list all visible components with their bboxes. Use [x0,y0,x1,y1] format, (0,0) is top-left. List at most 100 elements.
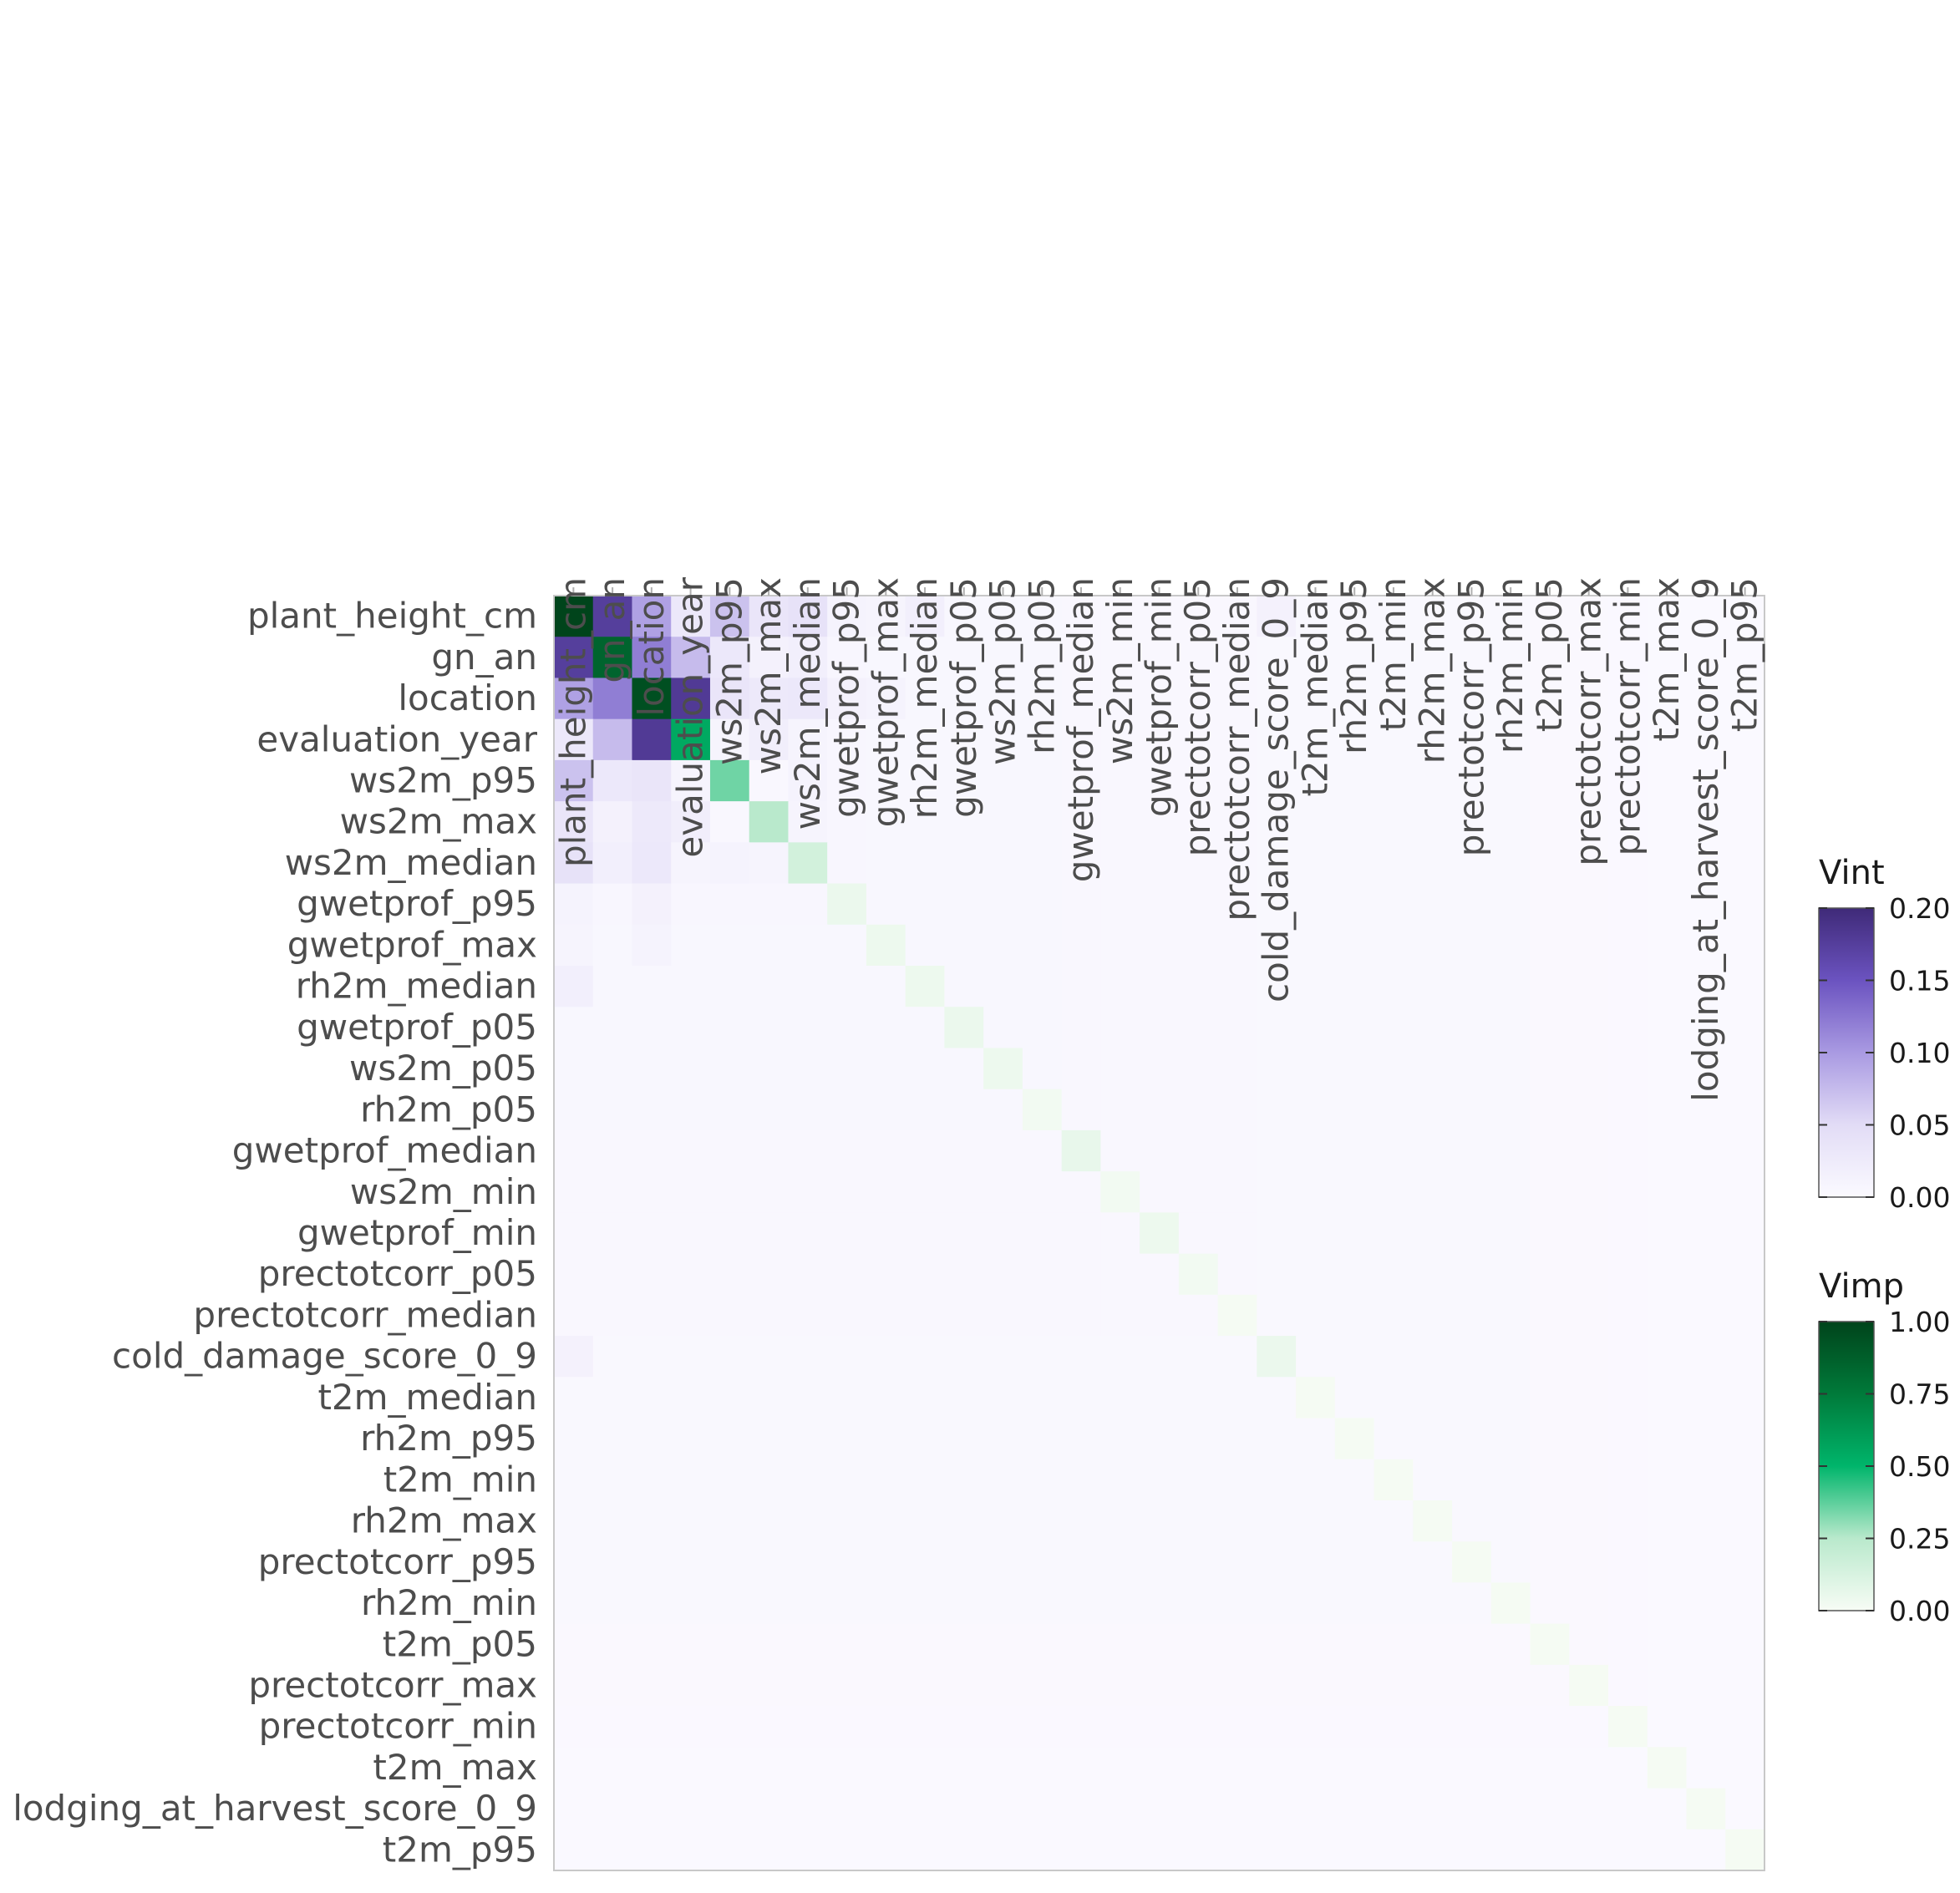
heatmap-cell [1569,637,1609,679]
x-tick-label: plant_height_cm [552,577,593,867]
x-tick-label: prectotcorr_p05 [1177,577,1218,856]
heatmap-cell [671,1294,711,1337]
heatmap-cell [632,1129,672,1172]
heatmap-cell [1490,966,1531,1007]
heatmap-cell [709,801,750,843]
heatmap-cell [1022,1129,1063,1172]
heatmap-cell [1061,1541,1101,1584]
heatmap-cell [671,637,711,679]
heatmap-cell [788,1294,828,1337]
heatmap-cell [592,1459,633,1501]
heatmap-cell [1334,1377,1375,1419]
heatmap-cell [1022,1664,1063,1707]
heatmap-cell [788,1007,828,1049]
heatmap-cell [1490,1747,1531,1789]
heatmap-cell [1022,759,1063,802]
heatmap-cell [827,1459,867,1501]
heatmap-cell [1061,842,1101,885]
heatmap-cell [1178,1582,1219,1625]
heatmap-cell [1257,1171,1297,1213]
heatmap-cell [1334,759,1375,802]
heatmap-cell [709,1541,750,1584]
heatmap-cell [1100,1129,1140,1172]
heatmap-cell [1490,678,1531,720]
heatmap-cell [866,1706,906,1748]
heatmap-cell [1217,1500,1257,1542]
heatmap-cell [1296,1171,1336,1213]
heatmap-cell [1530,883,1570,926]
heatmap-cell [1178,1048,1219,1090]
heatmap-cell [1217,637,1257,679]
heatmap-cell [788,1829,828,1871]
heatmap-cell [554,1418,594,1460]
heatmap-cell [671,596,711,637]
heatmap-cell [1608,1500,1648,1542]
heatmap-cell [1061,1129,1101,1172]
heatmap-cell [1725,1048,1765,1090]
heatmap-cell [1647,842,1688,885]
heatmap-cell [1413,596,1453,637]
heatmap-cell [1608,801,1648,843]
heatmap-cell [1178,1788,1219,1830]
heatmap-cell [827,1253,867,1296]
y-tick-label: rh2m_p05 [360,1089,537,1129]
heatmap-cell [671,1171,711,1213]
heatmap-cell [788,1089,828,1131]
heatmap-cell [1530,637,1570,679]
heatmap-cell [1296,1048,1336,1090]
heatmap-cell [671,1336,711,1378]
heatmap-cell [788,1459,828,1501]
heatmap-cell [1217,1664,1257,1707]
heatmap-cell [749,1706,790,1748]
heatmap-cell [866,1788,906,1830]
heatmap-cell [983,1706,1023,1748]
legend-tick-label: 0.00 [1889,1595,1950,1627]
heatmap-cell [709,1048,750,1090]
heatmap-cell [632,1418,672,1460]
heatmap-cell [983,678,1023,720]
heatmap-cell [1686,718,1726,761]
legend-vint-ticks: 0.20 0.15 0.10 0.05 0.00 [1819,892,1950,1214]
heatmap-cell [1217,1089,1257,1131]
heatmap-cell [1647,1336,1688,1378]
heatmap-cell [1061,1294,1101,1337]
heatmap-cell [592,1706,633,1748]
heatmap-cell [1490,842,1531,885]
heatmap-cell [1374,1212,1414,1255]
heatmap-cell [632,759,672,802]
heatmap-cell [1022,596,1063,637]
heatmap-cell [788,1253,828,1296]
heatmap-cell [1530,678,1570,720]
heatmap-cell [827,718,867,761]
heatmap-cell [944,1171,984,1213]
heatmap-cell [1334,637,1375,679]
heatmap-cell [1530,1336,1570,1378]
heatmap-cell [1100,1459,1140,1501]
heatmap-cell [749,1418,790,1460]
heatmap-cell [1257,1788,1297,1830]
heatmap-cell [1608,1747,1648,1789]
heatmap-cell [788,1171,828,1213]
heatmap-cell [1061,1829,1101,1871]
heatmap-cell [1608,1541,1648,1584]
x-tick-label: t2m_max [1646,577,1687,742]
heatmap-cell [983,883,1023,926]
heatmap-cell [1647,1048,1688,1090]
heatmap-cell [1569,1541,1609,1584]
heatmap-cell [1647,1377,1688,1419]
heatmap-cell [1490,718,1531,761]
heatmap-cell [905,1500,946,1542]
heatmap-cell [592,1582,633,1625]
heatmap-cell [1140,596,1180,637]
heatmap-cell [1140,1129,1180,1172]
heatmap-cell [1374,1007,1414,1049]
heatmap-cell [1413,842,1453,885]
heatmap-cell [1647,718,1688,761]
heatmap-cell [944,1294,984,1337]
heatmap-cell [1022,718,1063,761]
heatmap-cell [1140,759,1180,802]
heatmap-cell [1061,1048,1101,1090]
heatmap-cell [788,759,828,802]
heatmap-cell [592,759,633,802]
heatmap-cell [866,842,906,885]
